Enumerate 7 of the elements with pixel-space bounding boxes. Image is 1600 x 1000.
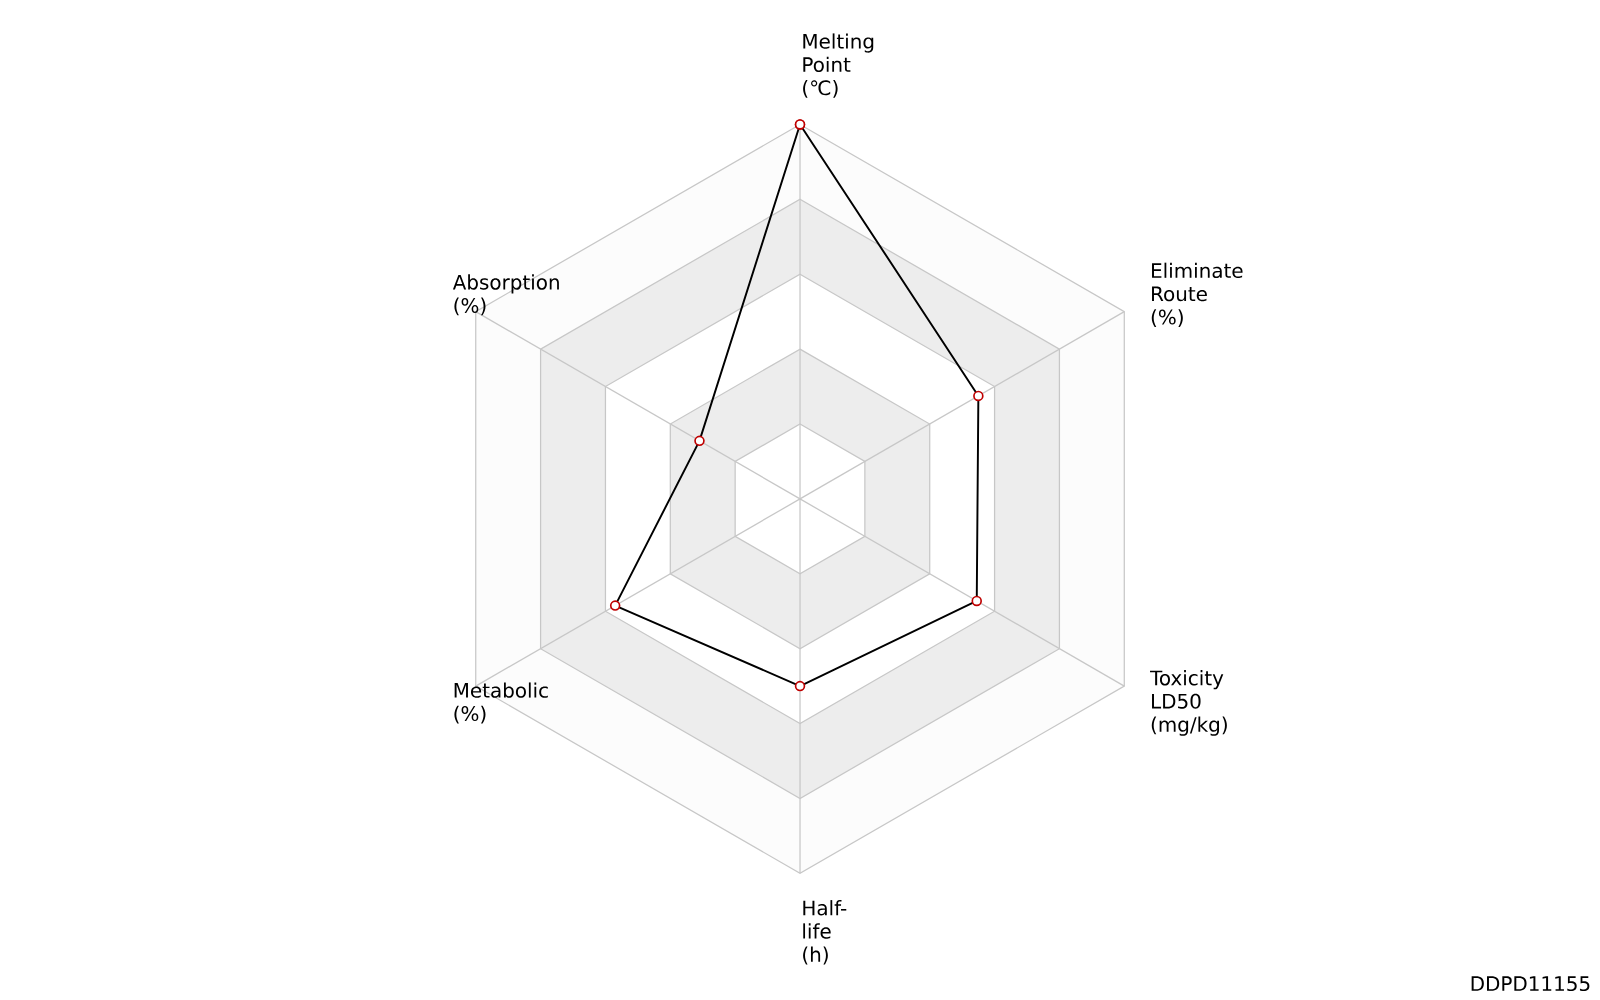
spoke-label: Metabolic (%) bbox=[454, 682, 548, 724]
spoke-label: Absorption (%) bbox=[452, 274, 559, 316]
spoke-label: Eliminate Route (%) bbox=[1151, 262, 1243, 327]
text: DDPD11155 bbox=[1471, 976, 1590, 992]
spoke-label: Melting Point (℃) bbox=[803, 33, 874, 98]
spoke-label: Toxicity LD50 (mg/kg) bbox=[1150, 670, 1227, 736]
spoke-label: Half-life (h) bbox=[803, 900, 847, 965]
